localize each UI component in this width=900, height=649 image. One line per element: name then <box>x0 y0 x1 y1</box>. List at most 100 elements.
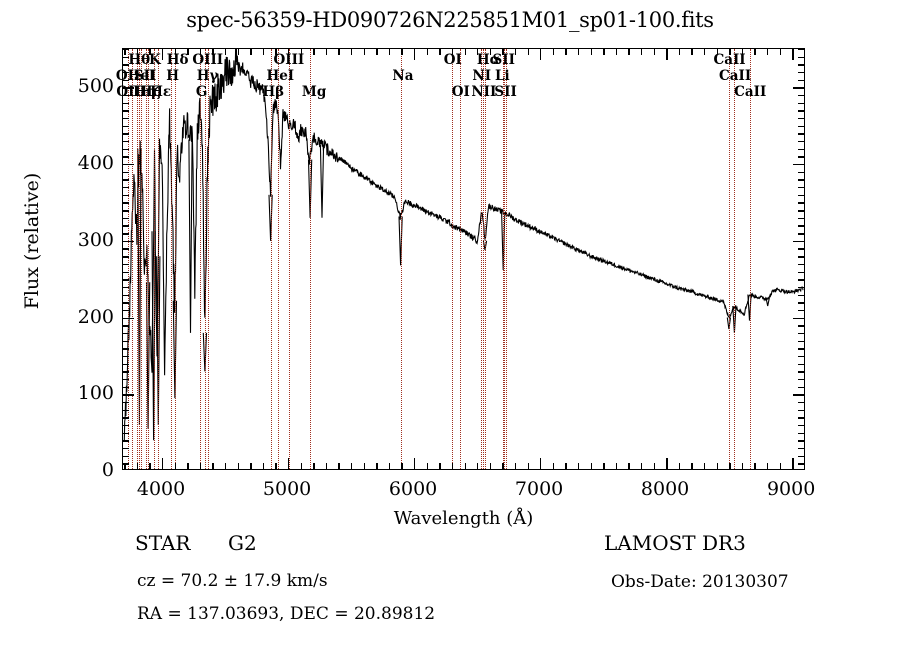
axis-tick <box>798 194 804 197</box>
spectral-line-marker <box>504 49 506 469</box>
radial-velocity: cz = 70.2 ± 17.9 km/s <box>137 571 328 591</box>
axis-tick <box>666 458 668 469</box>
axis-tick <box>123 340 129 342</box>
axis-tick <box>123 148 129 151</box>
axis-tick <box>703 463 706 469</box>
axis-tick <box>136 463 139 469</box>
axis-tick <box>798 371 804 373</box>
axis-tick <box>798 463 804 465</box>
axis-tick <box>300 49 303 55</box>
axis-tick <box>798 125 804 128</box>
axis-tick <box>351 463 353 469</box>
axis-tick <box>149 49 151 55</box>
axis-tick <box>123 271 129 273</box>
spectral-line-label: CaII <box>713 52 746 68</box>
x-tick-label: 8000 <box>640 478 690 500</box>
object-class: STAR <box>135 531 191 555</box>
axis-tick <box>136 49 139 55</box>
y-axis-title: Flux (relative) <box>21 172 43 310</box>
axis-tick <box>123 432 129 435</box>
axis-tick <box>225 463 227 469</box>
axis-tick <box>123 225 129 227</box>
axis-tick <box>162 49 164 60</box>
spectral-line-marker <box>749 49 751 469</box>
axis-tick <box>793 240 804 243</box>
axis-tick <box>793 394 804 396</box>
axis-tick <box>552 49 555 55</box>
spectral-line-label: K <box>149 52 161 68</box>
axis-tick <box>798 156 804 158</box>
axis-tick <box>123 133 129 135</box>
axis-tick <box>325 49 328 55</box>
axis-tick <box>325 463 328 469</box>
axis-tick <box>615 463 618 469</box>
spectral-line-label: OIII <box>116 84 148 100</box>
axis-tick <box>338 49 340 55</box>
axis-tick <box>363 49 366 55</box>
survey-name: LAMOST DR3 <box>604 531 746 555</box>
axis-tick <box>123 455 129 458</box>
spectrum-curve <box>123 49 804 441</box>
axis-tick <box>603 49 605 55</box>
spectral-line-marker <box>485 49 487 469</box>
axis-tick <box>123 248 129 250</box>
axis-tick <box>288 49 290 60</box>
axis-tick <box>174 463 177 469</box>
axis-tick <box>798 417 804 419</box>
axis-tick <box>565 463 567 469</box>
spectral-line-label: Hη <box>133 84 156 100</box>
figure-title: spec-56359-HD090726N225851M01_sp01-100.f… <box>186 8 714 32</box>
axis-tick <box>199 49 202 55</box>
axis-tick <box>123 64 129 66</box>
axis-tick <box>779 49 781 55</box>
axis-tick <box>123 141 129 143</box>
axis-tick <box>798 64 804 66</box>
spectral-line-label: Hζ <box>139 84 161 100</box>
axis-tick <box>250 49 252 55</box>
axis-tick <box>798 72 804 74</box>
x-tick-label: 5000 <box>262 478 312 500</box>
axis-tick <box>577 49 580 55</box>
axis-tick <box>212 49 214 55</box>
axis-tick <box>451 463 454 469</box>
axis-tick <box>123 256 129 258</box>
axis-tick <box>793 317 804 319</box>
axis-tick <box>338 463 340 469</box>
spectral-line-marker <box>131 49 133 469</box>
axis-tick <box>123 179 129 181</box>
axis-tick <box>262 49 265 55</box>
axis-tick <box>729 49 731 55</box>
axis-tick <box>123 294 129 296</box>
axis-tick <box>123 87 134 89</box>
axis-tick <box>313 463 315 469</box>
axis-tick <box>477 463 479 469</box>
axis-tick <box>798 49 804 51</box>
axis-tick <box>754 463 756 469</box>
axis-tick <box>123 217 129 220</box>
axis-tick <box>628 49 630 55</box>
axis-tick <box>123 417 129 419</box>
axis-tick <box>540 458 542 469</box>
axis-tick <box>527 463 529 469</box>
spectral-line-marker <box>310 49 312 469</box>
axis-tick <box>426 463 429 469</box>
axis-tick <box>798 102 804 105</box>
axis-tick <box>798 432 804 435</box>
sky-coordinates: RA = 137.03693, DEC = 20.89812 <box>137 604 436 624</box>
spectral-line-marker <box>204 49 206 469</box>
observation-date: Obs-Date: 20130307 <box>611 572 789 592</box>
spectral-line-marker <box>153 49 155 469</box>
spectral-line-marker <box>136 49 138 469</box>
axis-tick <box>716 463 718 469</box>
spectral-line-marker <box>503 49 505 469</box>
spectral-line-label: CaII <box>734 84 767 100</box>
spectral-line-marker <box>207 49 209 469</box>
axis-tick <box>123 447 129 450</box>
spectral-line-marker <box>270 49 272 469</box>
axis-tick <box>666 49 668 60</box>
spectral-line-marker <box>288 49 290 469</box>
axis-tick <box>123 118 129 120</box>
axis-tick <box>123 440 129 442</box>
x-tick-label: 6000 <box>388 478 438 500</box>
axis-tick <box>123 187 129 189</box>
